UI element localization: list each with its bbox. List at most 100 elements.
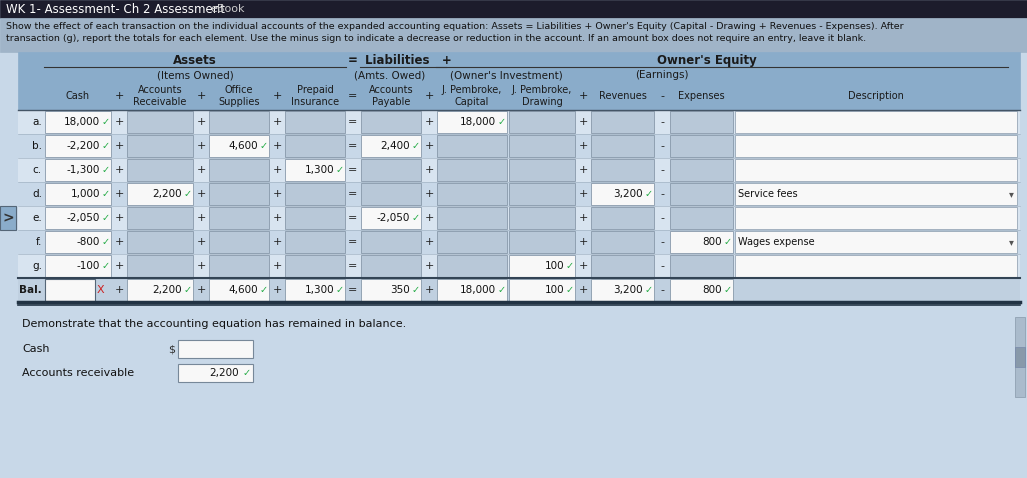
Text: +: + [272, 237, 281, 247]
Text: 18,000: 18,000 [460, 117, 496, 127]
Bar [735, 207, 1017, 229]
Text: +: + [424, 165, 433, 175]
Text: 18,000: 18,000 [460, 285, 496, 295]
Bar [362, 231, 421, 253]
Bar [670, 159, 733, 181]
Text: Accounts: Accounts [369, 85, 413, 95]
Text: ✓: ✓ [412, 213, 420, 223]
Bar [670, 255, 733, 277]
Bar [438, 255, 507, 277]
Text: +: + [424, 213, 433, 223]
Bar [127, 255, 193, 277]
Text: =: = [348, 285, 357, 295]
Bar [45, 111, 111, 133]
Text: Bal.: Bal. [20, 285, 42, 295]
Text: ✓: ✓ [724, 237, 732, 247]
Bar [210, 231, 269, 253]
Text: +: + [424, 91, 433, 101]
Bar [591, 279, 654, 301]
Bar [18, 52, 1020, 110]
Text: =: = [348, 91, 357, 101]
Bar [286, 135, 345, 157]
Text: ✓: ✓ [645, 189, 653, 199]
Text: =: = [348, 54, 358, 66]
Text: -: - [660, 237, 664, 247]
Bar [18, 254, 1020, 278]
Text: ✓: ✓ [260, 285, 268, 295]
Text: Show the effect of each transaction on the individual accounts of the expanded a: Show the effect of each transaction on t… [6, 22, 904, 31]
Text: 100: 100 [544, 285, 564, 295]
Text: 800: 800 [702, 237, 722, 247]
Text: +: + [424, 261, 433, 271]
Text: +: + [196, 117, 205, 127]
Bar [509, 135, 575, 157]
Bar [18, 278, 1020, 302]
Text: ✓: ✓ [724, 285, 732, 295]
Text: -: - [660, 285, 664, 295]
Bar [286, 159, 345, 181]
Bar [591, 183, 654, 205]
Text: 18,000: 18,000 [64, 117, 100, 127]
Text: (Earnings): (Earnings) [636, 70, 689, 80]
Bar [210, 255, 269, 277]
Bar [509, 255, 575, 277]
Bar [362, 207, 421, 229]
Bar [210, 183, 269, 205]
Text: -: - [660, 165, 664, 175]
Bar [18, 110, 1020, 134]
Text: Payable: Payable [372, 97, 410, 107]
Bar [1015, 317, 1025, 397]
Text: ✓: ✓ [184, 285, 192, 295]
Bar [18, 134, 1020, 158]
Text: ✓: ✓ [102, 117, 110, 127]
Bar [670, 183, 733, 205]
Bar [735, 111, 1017, 133]
Text: +: + [424, 117, 433, 127]
Text: WK 1- Assessment- Ch 2 Assessment: WK 1- Assessment- Ch 2 Assessment [6, 2, 225, 15]
Text: J. Pembroke,: J. Pembroke, [442, 85, 502, 95]
Text: ✓: ✓ [498, 285, 506, 295]
Text: b.: b. [32, 141, 42, 151]
Text: 3,200: 3,200 [613, 189, 643, 199]
Text: 4,600: 4,600 [228, 285, 258, 295]
Text: Supplies: Supplies [219, 97, 260, 107]
Bar [210, 279, 269, 301]
Bar [127, 135, 193, 157]
Text: Insurance: Insurance [291, 97, 339, 107]
Bar [438, 111, 507, 133]
Text: ▾: ▾ [1010, 189, 1014, 199]
Bar [45, 231, 111, 253]
Text: +: + [114, 189, 123, 199]
Text: +: + [114, 91, 123, 101]
Bar [18, 230, 1020, 254]
Bar [362, 111, 421, 133]
Text: =: = [348, 213, 357, 223]
Text: =: = [348, 261, 357, 271]
Text: Prepaid: Prepaid [297, 85, 334, 95]
Text: =: = [348, 165, 357, 175]
Bar [438, 231, 507, 253]
Text: 1,300: 1,300 [304, 165, 334, 175]
Bar [286, 207, 345, 229]
Text: ✓: ✓ [260, 141, 268, 151]
Bar [127, 111, 193, 133]
Bar [45, 159, 111, 181]
Bar [286, 231, 345, 253]
Bar [45, 183, 111, 205]
Text: Drawing: Drawing [522, 97, 563, 107]
Bar [509, 207, 575, 229]
Bar [735, 231, 1017, 253]
Bar [438, 183, 507, 205]
Text: Owner's Equity: Owner's Equity [657, 54, 757, 66]
Bar [18, 158, 1020, 182]
Bar [735, 255, 1017, 277]
Text: ✓: ✓ [102, 141, 110, 151]
Text: 2,400: 2,400 [380, 141, 410, 151]
Bar [438, 207, 507, 229]
Text: +: + [196, 141, 205, 151]
Bar [210, 207, 269, 229]
Text: -: - [660, 189, 664, 199]
Text: +: + [196, 165, 205, 175]
Text: -: - [660, 261, 664, 271]
Bar [509, 279, 575, 301]
